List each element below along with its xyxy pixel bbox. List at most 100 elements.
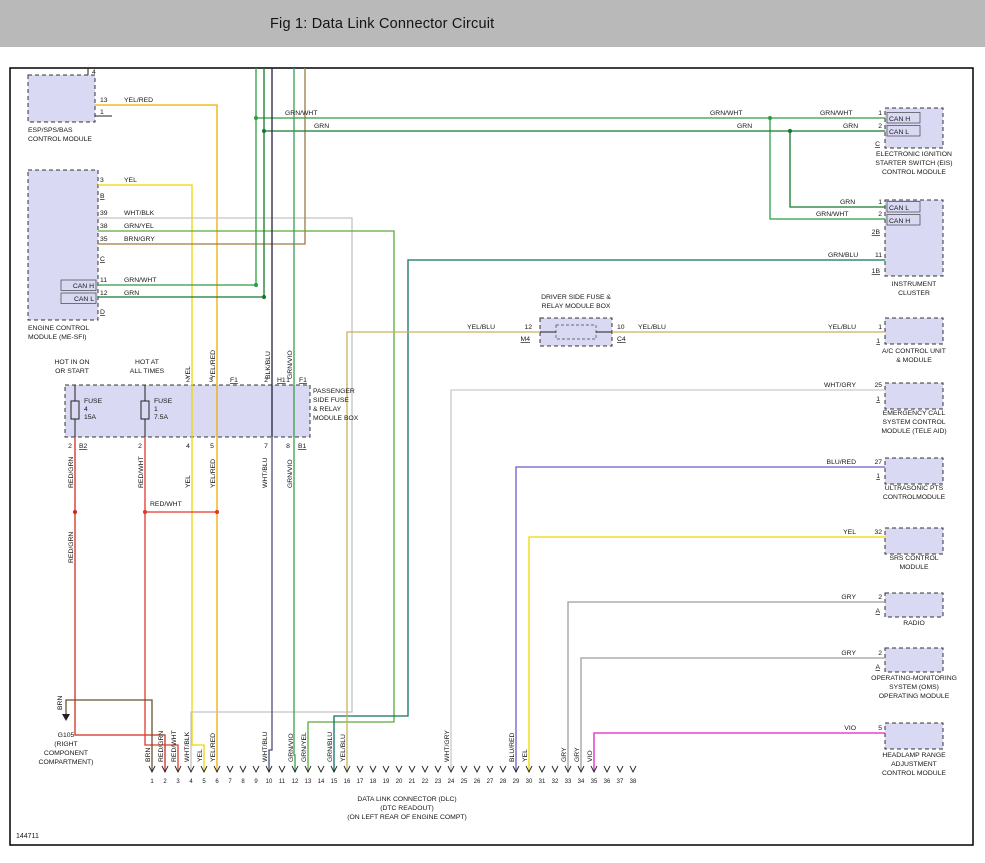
diagram-label: A	[875, 664, 880, 671]
dlc-pin-15	[330, 765, 338, 774]
diagram-label: WHT/GRY	[824, 382, 856, 389]
junction-dot	[72, 509, 78, 515]
diagram-label: BRN/GRY	[124, 236, 155, 243]
diagram-label: 1B	[872, 268, 881, 275]
dlc-label: (DTC READOUT)	[380, 805, 434, 812]
diagram-label: 2	[68, 443, 72, 450]
diagram-label: 5	[210, 443, 214, 450]
dlc-label: (ON LEFT REAR OF ENGINE COMPT)	[347, 814, 467, 821]
diagram-label: B	[100, 193, 105, 200]
eis-label: ELECTRONIC IGNITION	[876, 151, 952, 158]
wire-grn-blu-cluster-to-dlc15	[333, 259, 885, 772]
teleaid-label: EMERGENCY CALL	[883, 410, 946, 417]
dlc-pin-number: 31	[539, 779, 546, 785]
dlc-pin-4	[187, 765, 195, 774]
wire-vio-headlamp-to-dlc35	[593, 732, 885, 772]
diagram-label: H1	[277, 377, 286, 384]
dlc-pin-number: 8	[241, 779, 245, 785]
diagram-label: GRN	[840, 199, 855, 206]
diagram-label: YEL/RED	[210, 459, 217, 488]
diagram-label: HOT IN ON	[55, 359, 90, 366]
dlc-pin-36	[603, 765, 611, 774]
dlc-pin-38	[629, 765, 637, 774]
diagram-label: 2	[878, 594, 882, 601]
dlc-pin-number: 30	[526, 779, 533, 785]
dlc-pin-number: 13	[305, 779, 312, 785]
dlc-pin-23	[434, 765, 442, 774]
wire-can-h-drop-cluster	[769, 118, 885, 220]
diagram-label: 4	[186, 443, 190, 450]
diagram-label: GRN/WHT	[710, 110, 742, 117]
diagram-frame	[9, 67, 974, 846]
dlc-pin-30	[525, 765, 533, 774]
diagram-label: BLU/RED	[509, 732, 516, 762]
oms-label: SYSTEM (OMS)	[889, 684, 939, 691]
diagram-label: 38	[100, 223, 108, 230]
ground-label: COMPARTMENT)	[39, 759, 94, 766]
diagram-label: GRN/WHT	[124, 277, 156, 284]
junction-dot	[214, 509, 220, 515]
wire-wht-blk-ecm-to-dlc4	[98, 217, 353, 772]
drawing-number: 144711	[16, 833, 39, 840]
junction-dot	[142, 509, 148, 515]
diagram-label: GRY	[574, 747, 581, 762]
engine-control-module-box	[27, 169, 99, 321]
sub-box	[886, 125, 921, 137]
diagram-label: GRN	[843, 123, 858, 130]
dlc-pin-31	[538, 765, 546, 774]
diagram-label: VIO	[844, 725, 856, 732]
diagram-label: BLK/BLU	[265, 351, 272, 379]
diagram-label: YEL/RED	[210, 350, 217, 379]
driver-fuse-label: DRIVER SIDE FUSE &	[541, 294, 611, 301]
diagram-label: GRN/WHT	[816, 211, 848, 218]
diagram-label: 2	[878, 211, 882, 218]
diagram-label: B2	[79, 443, 88, 450]
dlc-pin-33	[564, 765, 572, 774]
diagram-label: GRN/YEL	[301, 732, 308, 762]
dlc-pin-number: 26	[474, 779, 481, 785]
diagram-label: CAN L	[889, 205, 909, 212]
dlc-pin-number: 22	[422, 779, 429, 785]
diagram-label: CAN L	[889, 129, 909, 136]
dlc-pin-number: 17	[357, 779, 364, 785]
diagram-label: GRN/YEL	[124, 223, 154, 230]
dlc-pin-35	[590, 765, 598, 774]
dlc-pin-number: 7	[228, 779, 232, 785]
headlamp-label: CONTROL MODULE	[882, 770, 946, 777]
diagram-label: A	[875, 608, 880, 615]
dlc-pin-29	[512, 765, 520, 774]
dlc-pin-number: 35	[591, 779, 598, 785]
dlc-pin-number: 16	[344, 779, 351, 785]
junction-dot	[261, 294, 267, 300]
esp-label: ESP/SPS/BAS	[28, 127, 73, 134]
dlc-pin-number: 10	[266, 779, 273, 785]
sub-box	[886, 112, 921, 124]
dlc-pin-number: 1	[150, 779, 154, 785]
ecm-label: MODULE (ME-SFI)	[28, 334, 87, 341]
diagram-label: 7.5A	[154, 414, 168, 421]
diagram-label: GRN/BLU	[828, 252, 858, 259]
diagram-label: YEL	[197, 749, 204, 762]
dlc-pin-32	[551, 765, 559, 774]
teleaid-label: SYSTEM CONTROL	[882, 419, 945, 426]
wire-yel-red-esp-to-dlc6	[95, 104, 218, 772]
diagram-label: RED/GRN	[68, 457, 75, 488]
dlc-pin-18	[369, 765, 377, 774]
dlc-pin-number: 11	[279, 779, 286, 785]
wire-brn-dlc1-to-ground	[65, 699, 153, 772]
diagram-label: GRN	[124, 290, 139, 297]
diagram-label: 2	[138, 443, 142, 450]
dlc-pin-number: 4	[189, 779, 193, 785]
diagram-label: YEL	[124, 177, 137, 184]
sub-box	[60, 279, 97, 291]
cluster-label: CLUSTER	[898, 290, 930, 297]
dlc-pin-number: 15	[331, 779, 338, 785]
dlc-pin-number: 9	[254, 779, 258, 785]
diagram-label: GRN/WHT	[285, 110, 317, 117]
diagram-label: YEL/BLU	[828, 324, 856, 331]
diagram-label: 1	[876, 338, 880, 345]
diagram-label: 1	[876, 396, 880, 403]
dlc-pin-5	[200, 765, 208, 774]
dlc-pin-11	[278, 765, 286, 774]
